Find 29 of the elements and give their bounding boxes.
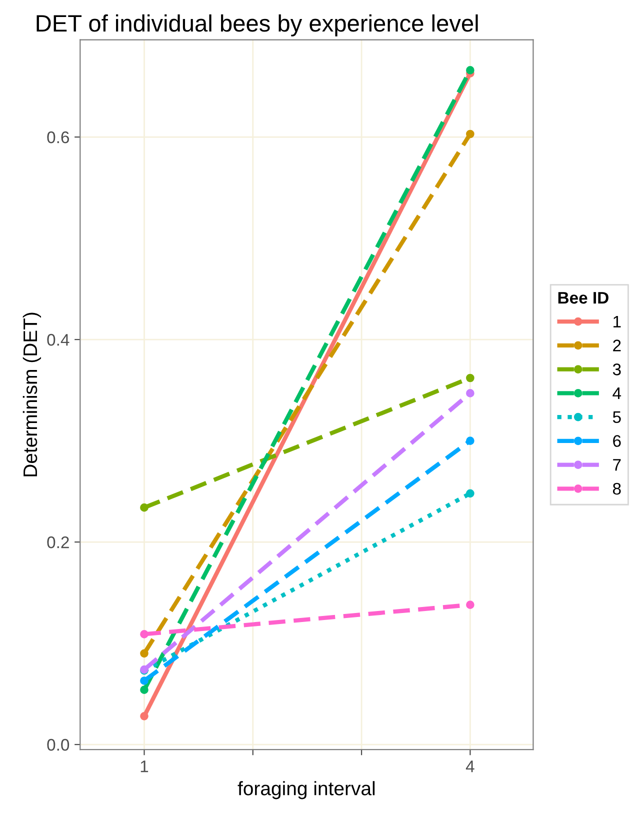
- point: [466, 389, 474, 398]
- legend-label: 6: [613, 435, 621, 447]
- y-tick-label: 0.6: [47, 131, 69, 144]
- point: [140, 649, 148, 658]
- point: [140, 503, 148, 512]
- legend-label: 8: [612, 482, 621, 495]
- y-tick-label: 0.4: [47, 334, 70, 346]
- y-tick-label: 0.0: [47, 738, 70, 751]
- legend-label: 5: [612, 411, 621, 424]
- legend-title: Bee ID: [558, 292, 608, 304]
- y-axis-title: Determinism (DET): [22, 312, 41, 476]
- chart-title: DET of individual bees by experience level: [36, 14, 478, 36]
- point: [466, 489, 474, 498]
- point: [466, 66, 474, 74]
- y-tick-label: 0.2: [47, 536, 69, 548]
- x-axis-title: foraging interval: [238, 781, 375, 800]
- legend-label: 2: [613, 340, 621, 352]
- legend-label: 4: [612, 388, 622, 400]
- point: [466, 436, 474, 445]
- point: [140, 686, 148, 694]
- point: [140, 676, 148, 685]
- legend-label: 1: [614, 316, 621, 328]
- point: [466, 600, 474, 609]
- legend-label: 3: [612, 364, 621, 376]
- legend-label: 7: [613, 459, 621, 471]
- point: [140, 712, 148, 720]
- point: [466, 374, 474, 382]
- point: [466, 130, 474, 138]
- point: [140, 630, 148, 638]
